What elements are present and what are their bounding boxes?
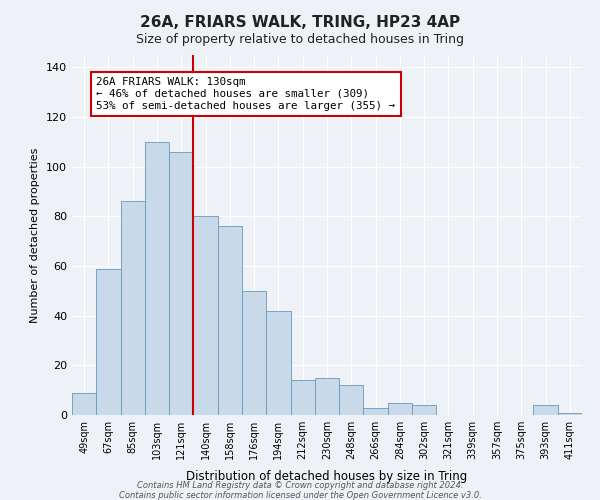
Bar <box>558 412 582 415</box>
Text: Contains public sector information licensed under the Open Government Licence v3: Contains public sector information licen… <box>119 490 481 500</box>
Bar <box>388 402 412 415</box>
Bar <box>290 380 315 415</box>
Bar <box>339 385 364 415</box>
Bar <box>412 405 436 415</box>
Bar <box>218 226 242 415</box>
Text: Contains HM Land Registry data © Crown copyright and database right 2024.: Contains HM Land Registry data © Crown c… <box>137 480 463 490</box>
Bar <box>72 392 96 415</box>
Text: 26A FRIARS WALK: 130sqm
← 46% of detached houses are smaller (309)
53% of semi-d: 26A FRIARS WALK: 130sqm ← 46% of detache… <box>96 78 395 110</box>
Text: 26A, FRIARS WALK, TRING, HP23 4AP: 26A, FRIARS WALK, TRING, HP23 4AP <box>140 15 460 30</box>
Text: Size of property relative to detached houses in Tring: Size of property relative to detached ho… <box>136 32 464 46</box>
Bar <box>533 405 558 415</box>
Bar <box>121 202 145 415</box>
X-axis label: Distribution of detached houses by size in Tring: Distribution of detached houses by size … <box>187 470 467 484</box>
Bar <box>364 408 388 415</box>
Bar <box>242 291 266 415</box>
Bar <box>169 152 193 415</box>
Bar <box>315 378 339 415</box>
Bar <box>266 310 290 415</box>
Y-axis label: Number of detached properties: Number of detached properties <box>31 148 40 322</box>
Bar <box>193 216 218 415</box>
Bar <box>145 142 169 415</box>
Bar <box>96 268 121 415</box>
